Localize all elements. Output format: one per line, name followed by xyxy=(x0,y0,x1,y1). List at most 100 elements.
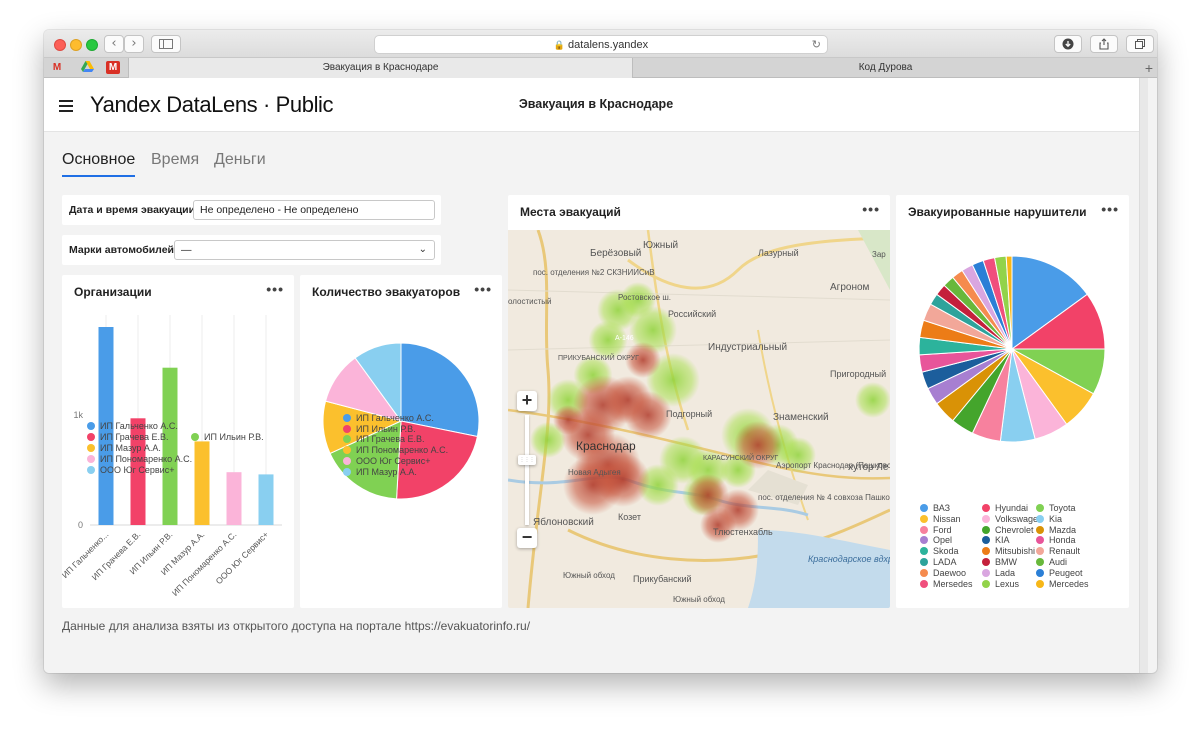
violators-legend-label: Ford xyxy=(933,524,952,535)
zoom-window-button[interactable] xyxy=(86,39,98,51)
share-button[interactable] xyxy=(1090,35,1118,53)
violators-pie-chart xyxy=(918,255,1106,443)
browser-tab-bar: M M Эвакуация в Краснодаре Код Дурова + xyxy=(44,58,1157,78)
map-zoom-in-button[interactable]: + xyxy=(517,391,537,411)
sidebar-toggle-button[interactable] xyxy=(151,35,181,53)
brand-filter-label: Марки автомобилей xyxy=(69,244,174,256)
tab-durov-code[interactable]: Код Дурова xyxy=(858,62,913,73)
bar-0[interactable] xyxy=(98,327,114,525)
violators-legend-item[interactable]: LADA xyxy=(920,557,957,567)
evacuators-slice-2[interactable] xyxy=(329,420,402,500)
tab-time[interactable]: Время xyxy=(151,151,200,168)
map-zoom-slider[interactable] xyxy=(525,415,529,525)
evacuators-legend-item[interactable]: ИП Гальченко А.С. xyxy=(343,413,434,423)
bar-legend-item[interactable]: ООО Юг Сервис+ xyxy=(87,465,174,475)
violators-legend-label: Skoda xyxy=(933,546,959,557)
minimize-window-button[interactable] xyxy=(70,39,82,51)
violators-legend-item[interactable]: Peugeot xyxy=(1036,568,1083,578)
violators-legend-item[interactable]: Renault xyxy=(1036,546,1080,556)
date-filter-input[interactable]: Не определено - Не определено xyxy=(193,200,435,220)
violators-legend-item[interactable]: ВАЗ xyxy=(920,503,950,513)
violators-legend-item[interactable]: Daewoo xyxy=(920,568,966,578)
violators-legend-item[interactable]: Kia xyxy=(1036,514,1062,524)
evacuators-menu-button[interactable]: ••• xyxy=(474,281,492,297)
map-label: Яблоновский xyxy=(533,516,594,528)
map-card: Места эвакуаций ••• xyxy=(508,195,890,608)
tab-money[interactable]: Деньги xyxy=(214,151,266,168)
violators-legend-item[interactable]: Nissan xyxy=(920,514,961,524)
violators-legend-label: Hyundai xyxy=(995,503,1029,513)
violators-legend-label: Peugeot xyxy=(1049,567,1083,578)
bar-legend-item[interactable]: ИП Мазур А.А. xyxy=(87,443,161,453)
drive-icon[interactable] xyxy=(80,61,94,74)
bar-3[interactable] xyxy=(194,441,210,525)
address-bar[interactable]: 🔒 datalens.yandex ↻ xyxy=(374,35,828,54)
violators-legend-item[interactable]: Opel xyxy=(920,535,952,545)
logo[interactable]: Yandex DataLens · Public xyxy=(90,92,334,117)
violators-legend-item[interactable]: Lexus xyxy=(982,579,1019,589)
violators-legend-item[interactable]: Volkswagen xyxy=(982,514,1043,524)
menu-icon[interactable] xyxy=(59,100,73,115)
map-zoom-handle[interactable]: ⋮⋮⋮ xyxy=(518,455,536,465)
page-scrollbar[interactable] xyxy=(1139,78,1148,673)
bar-legend-item[interactable]: ИП Гальченко А.С. xyxy=(87,421,178,431)
violators-legend-label: Volkswagen xyxy=(995,513,1044,524)
forward-button[interactable]: › xyxy=(124,35,144,53)
heat-spot-low xyxy=(588,320,628,360)
violators-legend-item[interactable]: BMW xyxy=(982,557,1017,567)
evacuators-slice-5[interactable] xyxy=(354,342,402,423)
violators-slice-0[interactable] xyxy=(1011,255,1088,350)
gmail-icon-2[interactable]: M xyxy=(106,61,120,74)
evacuators-legend-item[interactable]: ИП Мазур А.А. xyxy=(343,467,417,477)
tab-evacuation[interactable]: Эвакуация в Краснодаре xyxy=(128,58,633,78)
back-button[interactable]: ‹ xyxy=(104,35,124,53)
bar-1[interactable] xyxy=(130,418,146,525)
bar-legend-item[interactable]: ИП Ильин Р.В. xyxy=(191,432,264,442)
evacuators-legend-item[interactable]: ИП Грачева Е.В. xyxy=(343,434,425,444)
violators-legend-item[interactable]: Audi xyxy=(1036,557,1067,567)
bar-5[interactable] xyxy=(258,474,274,525)
violators-legend-item[interactable]: Skoda xyxy=(920,546,959,556)
evacuators-slice-1[interactable] xyxy=(396,420,479,500)
evacuators-legend-item[interactable]: ИП Ильин Р.В. xyxy=(343,424,416,434)
violators-legend-item[interactable]: Mercedes xyxy=(1036,579,1089,589)
downloads-button[interactable] xyxy=(1054,35,1082,53)
evacuators-legend-item[interactable]: ИП Пономаренко А.С. xyxy=(343,445,448,455)
violators-legend-item[interactable]: Hyundai xyxy=(982,503,1028,513)
violators-slice-23[interactable] xyxy=(1005,255,1013,350)
map-label: Тлюстенхабль xyxy=(713,527,773,537)
violators-legend-item[interactable]: Toyota xyxy=(1036,503,1076,513)
evacuators-slice-0[interactable] xyxy=(400,342,480,438)
bar-legend-item[interactable]: ИП Грачева Е.В. xyxy=(87,432,169,442)
violators-legend-item[interactable]: Mazda xyxy=(1036,525,1076,535)
organizations-menu-button[interactable]: ••• xyxy=(266,281,284,297)
map-menu-button[interactable]: ••• xyxy=(862,201,880,217)
violators-legend-item[interactable]: Mersedes xyxy=(920,579,973,589)
bar-2[interactable] xyxy=(162,367,178,525)
violators-legend-item[interactable]: Ford xyxy=(920,525,952,535)
violators-legend-item[interactable]: Chevrolet xyxy=(982,525,1034,535)
violators-menu-button[interactable]: ••• xyxy=(1101,201,1119,217)
close-window-button[interactable] xyxy=(54,39,66,51)
date-filter-label: Дата и время эвакуации xyxy=(69,204,196,216)
brand-filter-select[interactable]: — ⌄ xyxy=(174,240,435,260)
heat-spot-low xyxy=(530,422,566,458)
violators-legend-item[interactable]: KIA xyxy=(982,535,1010,545)
tab-main[interactable]: Основное xyxy=(62,151,136,177)
violators-legend-item[interactable]: Lada xyxy=(982,568,1015,578)
bar-4[interactable] xyxy=(226,472,242,525)
reload-icon[interactable]: ↻ xyxy=(811,38,821,51)
y-tick-label: 0 xyxy=(78,520,83,530)
tabs-overview-button[interactable] xyxy=(1126,35,1154,53)
map-label: Подгорный xyxy=(666,409,712,419)
violators-legend-item[interactable]: Mitsubishi xyxy=(982,546,1035,556)
map-zoom-out-button[interactable]: − xyxy=(517,528,537,548)
evacuators-legend-item[interactable]: ООО Юг Сервис+ xyxy=(343,456,430,466)
bar-legend-item[interactable]: ИП Пономаренко А.С. xyxy=(87,454,192,464)
map-label: Берёзовый xyxy=(590,248,641,259)
new-tab-button[interactable]: + xyxy=(1144,60,1153,76)
map-label: Южный обход xyxy=(563,571,615,580)
violators-legend-item[interactable]: Honda xyxy=(1036,535,1076,545)
gmail-icon[interactable]: M xyxy=(52,62,62,73)
